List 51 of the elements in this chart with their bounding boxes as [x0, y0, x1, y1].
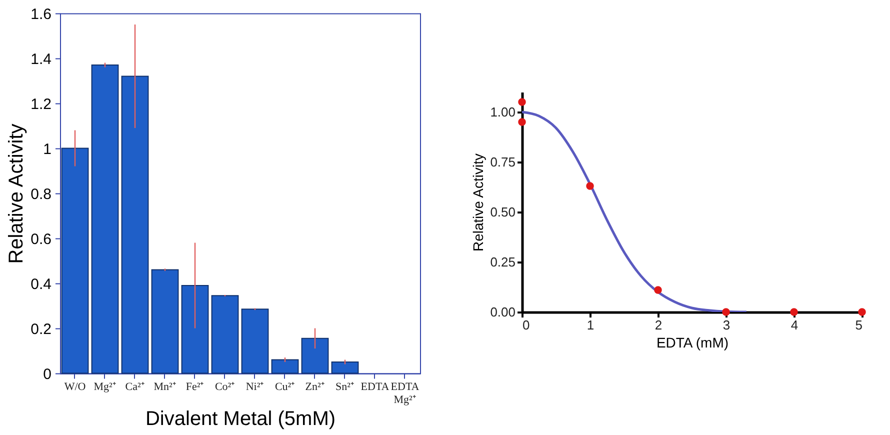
x-tick-label: 2 [654, 318, 662, 332]
bar [331, 362, 359, 374]
x-tick-label: 4 [790, 318, 798, 332]
point [518, 118, 526, 126]
x-tick-label: Ca²⁺ [125, 380, 145, 393]
x-tick-label: EDTA Mg²⁺ [390, 380, 420, 406]
x-tick-label: 1 [586, 318, 594, 332]
y-axis-title: Relative Activity [6, 124, 28, 264]
point [586, 182, 594, 190]
point [790, 308, 798, 316]
bar [91, 64, 119, 374]
bar [271, 359, 299, 374]
x-tick-label: EDTA [360, 380, 390, 393]
y-tick-label: 1.00 [490, 104, 516, 120]
y-tick-label: 0.00 [490, 304, 516, 320]
bar [241, 308, 269, 374]
y-tick-label: 0.50 [490, 204, 516, 220]
x-tick-label: Fe²⁺ [186, 380, 204, 393]
x-tick-label: W/O [64, 380, 86, 393]
bar [301, 338, 329, 374]
bar [181, 285, 209, 374]
y-tick-label: 0.8 [30, 186, 52, 203]
bar [151, 269, 179, 374]
x-tick-label: 5 [855, 318, 862, 332]
x-tick-label: Mg²⁺ [94, 380, 116, 393]
x-tick-label: Ni²⁺ [246, 380, 264, 393]
x-tick-label: Co²⁺ [214, 380, 236, 393]
point [722, 308, 730, 316]
y-tick-label: 0.4 [30, 276, 52, 293]
bar [211, 295, 239, 374]
x-tick-label: Mn²⁺ [154, 380, 176, 393]
point [518, 98, 526, 106]
y-tick-label: 0.6 [30, 230, 52, 248]
y-tick-label: 1.2 [30, 96, 52, 113]
y-tick-label: 1 [43, 140, 52, 158]
point [654, 286, 662, 294]
y-tick-label: 1.6 [30, 6, 52, 23]
x-tick-label: Sn²⁺ [336, 380, 354, 393]
x-tick-label: Cu²⁺ [274, 380, 296, 393]
y-tick-label: 0.25 [490, 254, 516, 270]
bar [61, 148, 89, 374]
x-tick-label: 0 [522, 318, 530, 332]
y-tick-label: 1.4 [30, 50, 52, 68]
y-axis-title: Relative Activity [470, 153, 486, 252]
y-tick-label: 0.2 [30, 320, 52, 338]
y-tick-label: 0.75 [490, 154, 516, 170]
x-axis-title: EDTA (mM) [656, 334, 729, 350]
bar [121, 76, 149, 374]
x-tick-label: Zn²⁺ [305, 380, 325, 393]
x-axis-title: Divalent Metal (5mM) [145, 408, 336, 430]
x-tick-label: 3 [722, 318, 730, 332]
